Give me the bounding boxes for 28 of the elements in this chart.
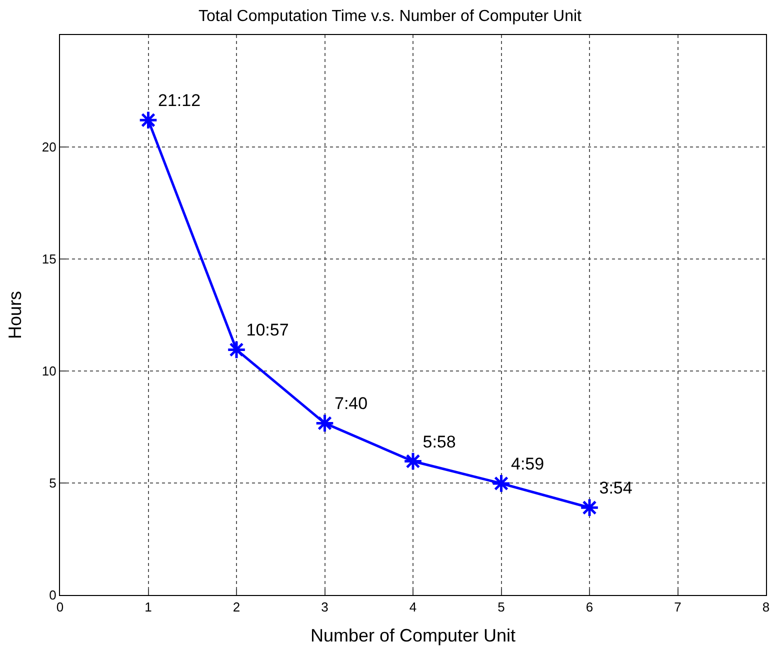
point: [226, 340, 246, 360]
y-axis-title: Hours: [5, 290, 26, 340]
data-label: 5:58: [422, 432, 456, 452]
chart-title: Total Computation Time v.s. Number of Computer Unit: [198, 8, 582, 25]
point: [315, 414, 334, 433]
point: [403, 452, 423, 471]
data-label: 4:59: [511, 454, 544, 474]
y-tick-label: 15: [42, 252, 56, 267]
y-tick-label: 0: [49, 588, 56, 603]
x-tick-label: 1: [144, 600, 152, 615]
x-tick-label: 8: [762, 600, 770, 615]
point: [492, 474, 511, 494]
x-tick-label: 7: [674, 600, 682, 615]
y-tick-label: 10: [42, 364, 56, 379]
x-tick-label: 2: [232, 600, 240, 615]
data-label: 21:12: [158, 91, 201, 110]
x-tick-label: 5: [498, 600, 505, 615]
point: [580, 498, 600, 518]
point: [138, 110, 158, 130]
x-axis-title: Number of Computer Unit: [310, 626, 516, 646]
y-tick-label: 20: [42, 140, 56, 155]
data-label: 10:57: [246, 320, 289, 340]
x-tick-label: 6: [586, 600, 594, 615]
x-tick-label: 3: [321, 600, 328, 615]
data-label: 7:40: [334, 394, 368, 414]
y-tick-label: 5: [49, 476, 56, 491]
data-label: 3:54: [599, 478, 632, 498]
x-tick-label: 4: [409, 600, 417, 615]
